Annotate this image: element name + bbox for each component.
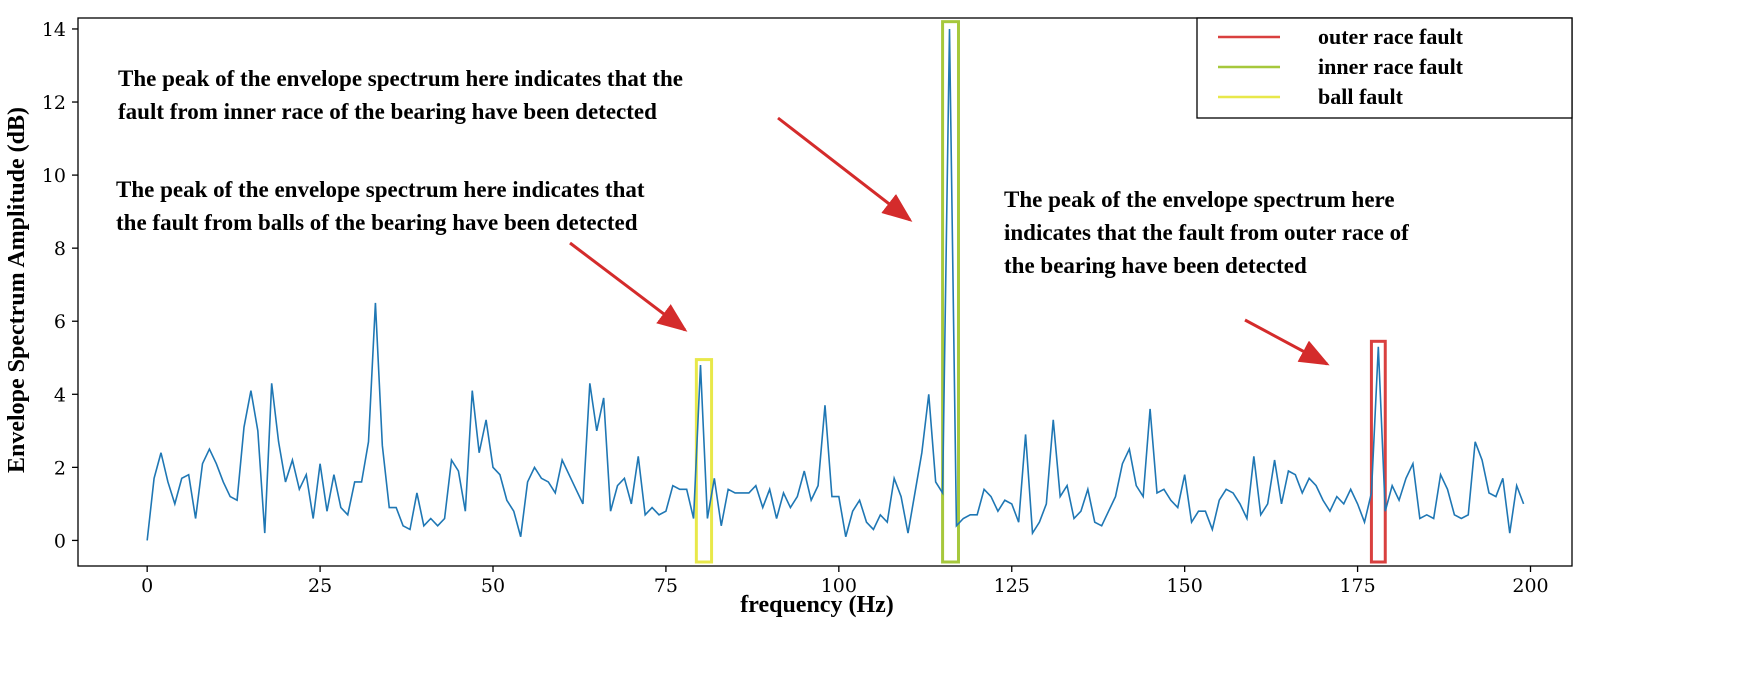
inner-race-fault-box — [941, 20, 960, 564]
x-tick-label: 200 — [1512, 575, 1548, 597]
x-tick-label: 100 — [821, 575, 857, 597]
annotation-outer-race-line-2: indicates that the fault from outer race… — [1004, 220, 1409, 245]
annotation-inner-race: The peak of the envelope spectrum here i… — [118, 66, 689, 124]
y-axis-ticks: 0 2 4 6 8 10 12 14 — [42, 19, 78, 552]
x-tick-label: 150 — [1167, 575, 1203, 597]
legend-label-ball: ball fault — [1318, 84, 1404, 109]
y-tick-label: 6 — [54, 311, 66, 333]
plot-frame — [77, 17, 1573, 567]
annotation-outer-race: The peak of the envelope spectrum here i… — [1004, 187, 1415, 278]
x-tick-label: 125 — [994, 575, 1030, 597]
annotation-outer-race-line-3: the bearing have been detected — [1004, 253, 1307, 278]
x-axis-label: frequency (Hz) — [740, 592, 894, 618]
annotation-outer-race-line-1: The peak of the envelope spectrum here — [1004, 187, 1395, 212]
annotation-ball: The peak of the envelope spectrum here i… — [116, 177, 650, 235]
y-tick-label: 12 — [42, 92, 66, 114]
arrow-ball — [569, 241, 688, 332]
x-tick-label: 75 — [654, 575, 678, 597]
annotation-ball-line-1: The peak of the envelope spectrum here i… — [116, 177, 645, 202]
y-tick-label: 8 — [54, 238, 66, 260]
legend-label-inner-race: inner race fault — [1318, 54, 1464, 79]
y-tick-label: 4 — [54, 384, 66, 406]
arrow-outer-race — [1244, 318, 1330, 366]
y-axis-label: Envelope Spectrum Amplitude (dB) — [4, 107, 30, 473]
annotation-inner-race-line-1: The peak of the envelope spectrum here i… — [118, 66, 683, 91]
x-tick-label: 0 — [141, 575, 153, 597]
legend: outer race fault inner race fault ball f… — [1196, 17, 1573, 119]
x-tick-label: 25 — [308, 575, 332, 597]
spectrum-line — [146, 28, 1525, 541]
x-tick-label: 50 — [481, 575, 505, 597]
annotation-ball-line-2: the fault from balls of the bearing have… — [116, 210, 638, 235]
y-tick-label: 2 — [54, 457, 66, 479]
y-tick-label: 14 — [42, 19, 66, 41]
legend-label-outer-race: outer race fault — [1318, 24, 1464, 49]
y-tick-label: 10 — [42, 165, 66, 187]
arrow-inner-race — [777, 116, 913, 222]
x-axis-ticks: 0 25 50 75 100 125 150 175 200 — [141, 566, 1549, 597]
annotation-inner-race-line-2: fault from inner race of the bearing hav… — [118, 99, 657, 124]
outer-race-fault-box — [1369, 339, 1387, 564]
x-tick-label: 175 — [1339, 575, 1375, 597]
y-tick-label: 0 — [54, 530, 66, 552]
